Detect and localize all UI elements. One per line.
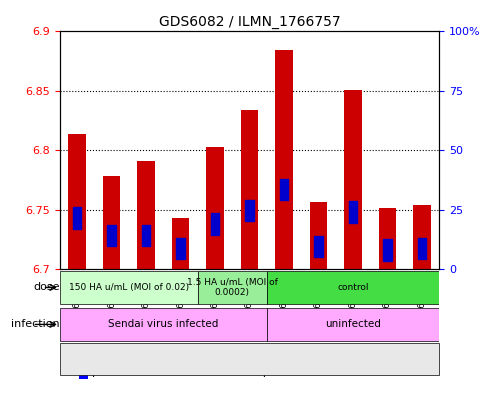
FancyBboxPatch shape	[267, 308, 439, 341]
Bar	[79, 366, 88, 379]
FancyBboxPatch shape	[60, 271, 198, 304]
Bar	[211, 213, 219, 235]
Bar	[314, 236, 322, 257]
Bar	[103, 176, 120, 269]
Bar	[68, 134, 86, 269]
Bar	[79, 349, 88, 362]
Bar	[310, 202, 327, 269]
Bar	[349, 201, 357, 223]
Bar	[418, 238, 426, 259]
Bar	[246, 200, 253, 222]
Bar	[172, 218, 189, 269]
Bar	[275, 50, 292, 269]
Text: Sendai virus infected: Sendai virus infected	[108, 320, 219, 329]
Text: infection: infection	[11, 320, 60, 329]
Bar	[413, 205, 431, 269]
Bar	[383, 239, 392, 261]
Bar	[344, 90, 362, 269]
Bar	[379, 208, 396, 269]
Text: 150 HA u/mL (MOI of 0.02): 150 HA u/mL (MOI of 0.02)	[69, 283, 189, 292]
Bar	[137, 161, 155, 269]
Text: uninfected: uninfected	[325, 320, 381, 329]
FancyBboxPatch shape	[60, 308, 267, 341]
Text: control: control	[337, 283, 369, 292]
FancyBboxPatch shape	[267, 271, 439, 304]
Text: percentile rank within the sample: percentile rank within the sample	[92, 367, 280, 376]
Text: transformed count: transformed count	[92, 350, 196, 360]
FancyBboxPatch shape	[198, 271, 267, 304]
Title: GDS6082 / ILMN_1766757: GDS6082 / ILMN_1766757	[159, 15, 340, 29]
Bar	[177, 238, 185, 259]
Bar	[107, 225, 116, 246]
Bar	[280, 179, 288, 200]
Bar	[142, 225, 150, 246]
Text: 1.5 HA u/mL (MOI of
0.0002): 1.5 HA u/mL (MOI of 0.0002)	[187, 278, 278, 297]
Bar	[207, 147, 224, 269]
Bar	[73, 207, 81, 229]
Text: dose: dose	[33, 283, 60, 292]
Bar	[241, 110, 258, 269]
